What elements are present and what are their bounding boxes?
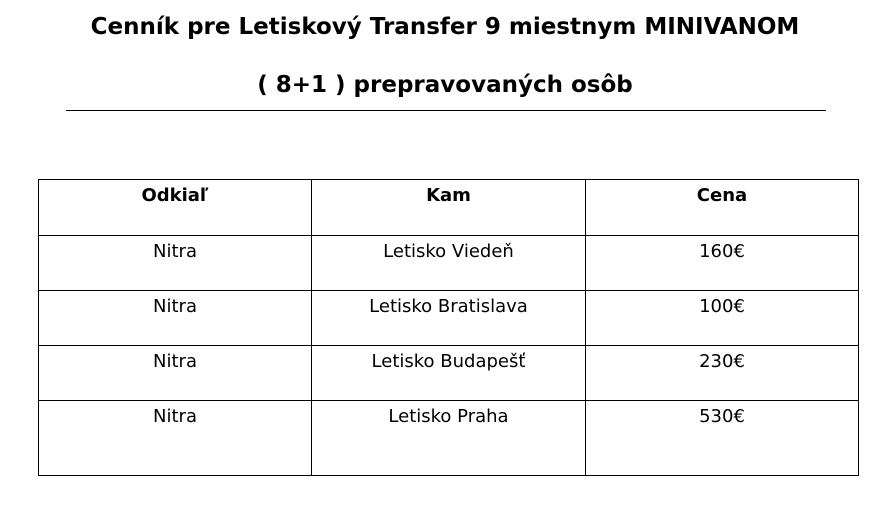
rule xyxy=(66,110,826,111)
cell: Letisko Praha xyxy=(311,400,586,476)
column-header: Cena xyxy=(585,179,859,236)
cell: 230€ xyxy=(585,345,859,401)
cell: 100€ xyxy=(585,290,859,346)
cell: Nitra xyxy=(38,400,312,476)
cell: Nitra xyxy=(38,235,312,291)
row: Nitra Letisko Budapešť 230€ xyxy=(38,345,859,401)
header-row: Odkiaľ Kam Cena xyxy=(38,179,859,236)
cell: Nitra xyxy=(38,290,312,346)
cell: 530€ xyxy=(585,400,859,476)
row: Nitra Letisko Praha 530€ xyxy=(38,400,859,476)
cell: Nitra xyxy=(38,345,312,401)
column-header: Odkiaľ xyxy=(38,179,312,236)
row: Nitra Letisko Viedeň 160€ xyxy=(38,235,859,291)
cell: 160€ xyxy=(585,235,859,291)
column-header: Kam xyxy=(311,179,586,236)
cell: Letisko Budapešť xyxy=(311,345,586,401)
cell: Letisko Bratislava xyxy=(311,290,586,346)
row: Nitra Letisko Bratislava 100€ xyxy=(38,290,859,346)
title: Cenník pre Letiskový Transfer 9 miestnym… xyxy=(90,14,800,40)
price-table: Odkiaľ Kam Cena Nitra Letisko Viedeň 160€ N… xyxy=(38,179,859,476)
subtitle: ( 8+1 ) prepravovaných osôb xyxy=(257,72,633,98)
cell: Letisko Viedeň xyxy=(311,235,586,291)
